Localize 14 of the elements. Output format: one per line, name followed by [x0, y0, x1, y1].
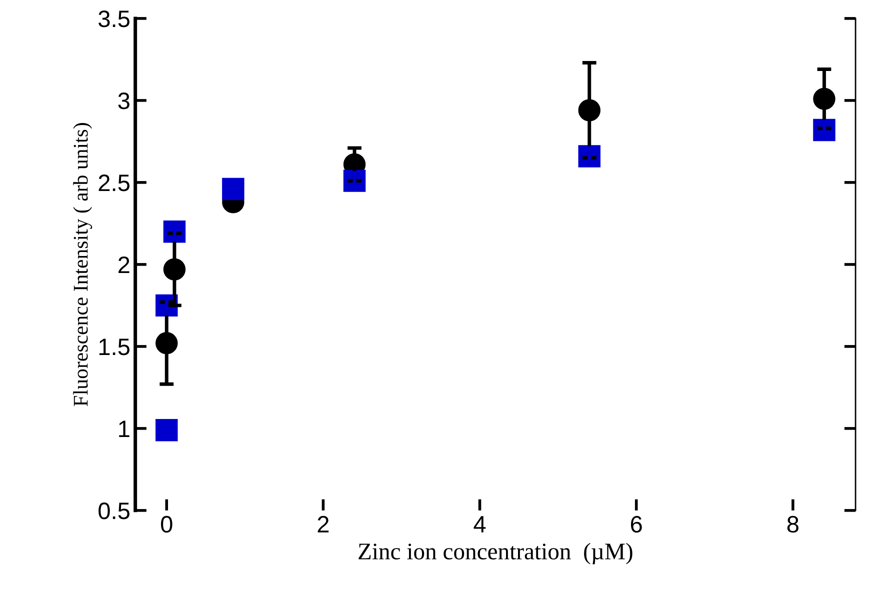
y-axis-title: Fluorescence Intensity ( arb units)	[73, 123, 92, 406]
x-axis-title: Zinc ion concentration (µM)	[358, 542, 632, 564]
y-tick-label: 2	[118, 256, 130, 274]
y-tick-label: 3	[118, 92, 130, 110]
x-tick-label: 4	[474, 516, 486, 532]
y-tick-label: 0.5	[98, 502, 130, 520]
x-tick-label: 6	[630, 516, 642, 533]
y-tick-label: 1	[119, 420, 130, 438]
y-tick-label: 2.5	[98, 174, 130, 192]
y-tick-label: 1.5	[99, 338, 130, 356]
x-tick-label: 8	[787, 516, 798, 533]
x-tick-label: 0	[160, 516, 172, 533]
x-tick-label: 2	[318, 516, 329, 532]
y-tick-label: 3.5	[98, 10, 130, 28]
